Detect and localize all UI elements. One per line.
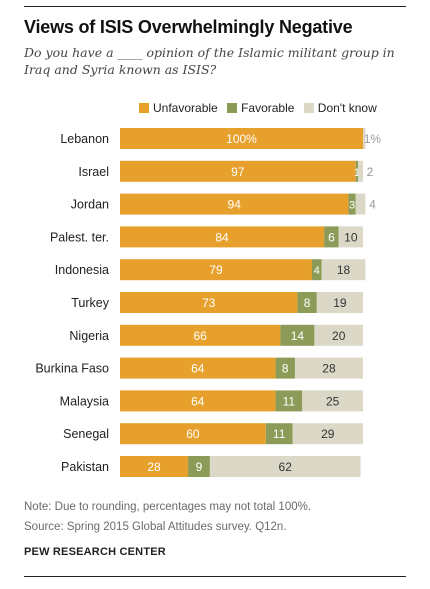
value-label-dont-know-senegal: 29 <box>321 427 335 441</box>
value-label-favorable-turkey: 8 <box>304 296 311 310</box>
bar-dont-know-turkey <box>316 292 363 313</box>
value-label-favorable-nigeria: 14 <box>291 329 305 343</box>
category-label-malaysia: Malaysia <box>60 394 109 408</box>
footnote-source: Source: Spring 2015 Global Attitudes sur… <box>24 521 287 533</box>
footnote-rounding: Note: Due to rounding, percentages may n… <box>24 501 312 513</box>
bar-unfavorable-turkey <box>120 292 298 313</box>
category-label-lebanon: Lebanon <box>60 132 109 146</box>
value-label-unfavorable-israel: 97 <box>231 165 245 179</box>
value-label-dont-know-israel: 2 <box>367 165 374 179</box>
chart-subtitle: Do you have a ____ opinion of the Islami… <box>24 45 395 77</box>
bar-unfavorable-senegal <box>120 423 266 445</box>
bar-favorable-burkina-faso <box>275 357 295 379</box>
category-label-israel: Israel <box>78 165 109 179</box>
category-label-pakistan: Pakistan <box>61 460 109 474</box>
legend-item-unfavorable: Unfavorable <box>139 101 218 115</box>
bar-dont-know-burkina-faso <box>294 357 363 379</box>
bar-favorable-senegal <box>265 423 293 445</box>
category-label-jordan: Jordan <box>71 198 109 212</box>
legend: Unfavorable Favorable Don't know <box>139 101 383 116</box>
value-label-dont-know-nigeria: 20 <box>332 329 346 343</box>
value-label-unfavorable-nigeria: 66 <box>194 329 208 343</box>
bar-unfavorable-indonesia <box>120 259 312 281</box>
value-label-favorable-burkina-faso: 8 <box>282 362 289 376</box>
bar-dont-know-israel <box>358 160 363 182</box>
category-label-burkina-faso: Burkina Faso <box>35 362 109 376</box>
legend-swatch-dont-know <box>303 103 314 113</box>
value-label-dont-know-indonesia: 18 <box>337 263 351 277</box>
bar-dont-know-malaysia <box>302 390 363 412</box>
bar-unfavorable-palest-ter <box>120 226 325 248</box>
bar-unfavorable-nigeria <box>120 324 281 346</box>
bar-favorable-palest-ter <box>324 226 339 248</box>
category-label-indonesia: Indonesia <box>55 263 109 277</box>
bar-unfavorable-lebanon <box>120 128 363 149</box>
bar-dont-know-indonesia <box>321 259 366 281</box>
category-label-turkey: Turkey <box>71 296 109 310</box>
value-label-favorable-pakistan: 9 <box>196 460 203 474</box>
value-label-favorable-malaysia: 11 <box>283 394 296 408</box>
bar-favorable-israel <box>355 160 359 182</box>
bottom-rule <box>24 576 406 577</box>
bar-favorable-turkey <box>297 292 317 313</box>
bar-unfavorable-malaysia <box>120 390 276 412</box>
value-label-unfavorable-lebanon: 100% <box>226 132 257 146</box>
value-label-unfavorable-pakistan: 28 <box>147 460 161 474</box>
value-label-unfavorable-burkina-faso: 64 <box>191 362 205 376</box>
category-label-senegal: Senegal <box>63 427 109 441</box>
bar-unfavorable-jordan <box>120 193 349 215</box>
legend-item-dont-know: Don't know <box>303 101 377 115</box>
bar-unfavorable-pakistan <box>120 456 189 477</box>
bar-favorable-nigeria <box>280 324 315 346</box>
value-label-favorable-israel: 1 <box>354 167 360 179</box>
bar-dont-know-pakistan <box>209 456 361 477</box>
value-label-dont-know-lebanon: 1% <box>364 132 382 146</box>
bar-favorable-indonesia <box>311 259 322 281</box>
category-label-palest-ter: Palest. ter. <box>50 230 109 244</box>
bar-favorable-pakistan <box>188 456 210 477</box>
top-rule <box>24 6 406 7</box>
bar-unfavorable-israel <box>120 160 356 182</box>
bar-dont-know-lebanon <box>363 128 366 149</box>
bar-dont-know-senegal <box>292 423 363 445</box>
legend-label-dont-know: Don't know <box>317 101 377 115</box>
value-label-dont-know-palest-ter: 10 <box>344 230 358 244</box>
value-label-dont-know-malaysia: 25 <box>326 394 340 408</box>
bar-dont-know-palest-ter <box>338 226 363 248</box>
legend-label-favorable: Favorable <box>241 101 295 115</box>
category-label-nigeria: Nigeria <box>69 329 109 343</box>
value-label-favorable-senegal: 11 <box>273 427 286 441</box>
legend-item-favorable: Favorable <box>227 101 294 115</box>
value-label-favorable-indonesia: 4 <box>314 265 320 277</box>
value-label-unfavorable-indonesia: 79 <box>209 263 223 277</box>
organization-label: PEW RESEARCH CENTER <box>24 546 166 558</box>
value-label-dont-know-burkina-faso: 28 <box>322 362 336 376</box>
value-label-unfavorable-turkey: 73 <box>202 296 216 310</box>
value-label-dont-know-pakistan: 62 <box>279 460 293 474</box>
value-label-dont-know-turkey: 19 <box>333 296 347 310</box>
value-label-unfavorable-senegal: 60 <box>186 427 200 441</box>
value-label-favorable-palest-ter: 6 <box>328 230 335 244</box>
value-label-unfavorable-jordan: 94 <box>228 198 242 212</box>
value-label-unfavorable-malaysia: 64 <box>191 394 205 408</box>
legend-label-unfavorable: Unfavorable <box>153 101 218 115</box>
bar-favorable-jordan <box>348 193 356 215</box>
legend-swatch-unfavorable <box>139 103 149 113</box>
bar-unfavorable-burkina-faso <box>120 357 276 379</box>
bar-dont-know-jordan <box>355 193 366 215</box>
legend-swatch-favorable <box>227 103 238 113</box>
value-label-favorable-jordan: 3 <box>349 200 355 212</box>
value-label-dont-know-jordan: 4 <box>369 198 376 212</box>
bar-dont-know-nigeria <box>314 324 363 346</box>
bar-favorable-malaysia <box>275 390 303 412</box>
value-label-unfavorable-palest-ter: 84 <box>215 230 229 244</box>
chart-title: Views of ISIS Overwhelmingly Negative <box>24 17 353 37</box>
